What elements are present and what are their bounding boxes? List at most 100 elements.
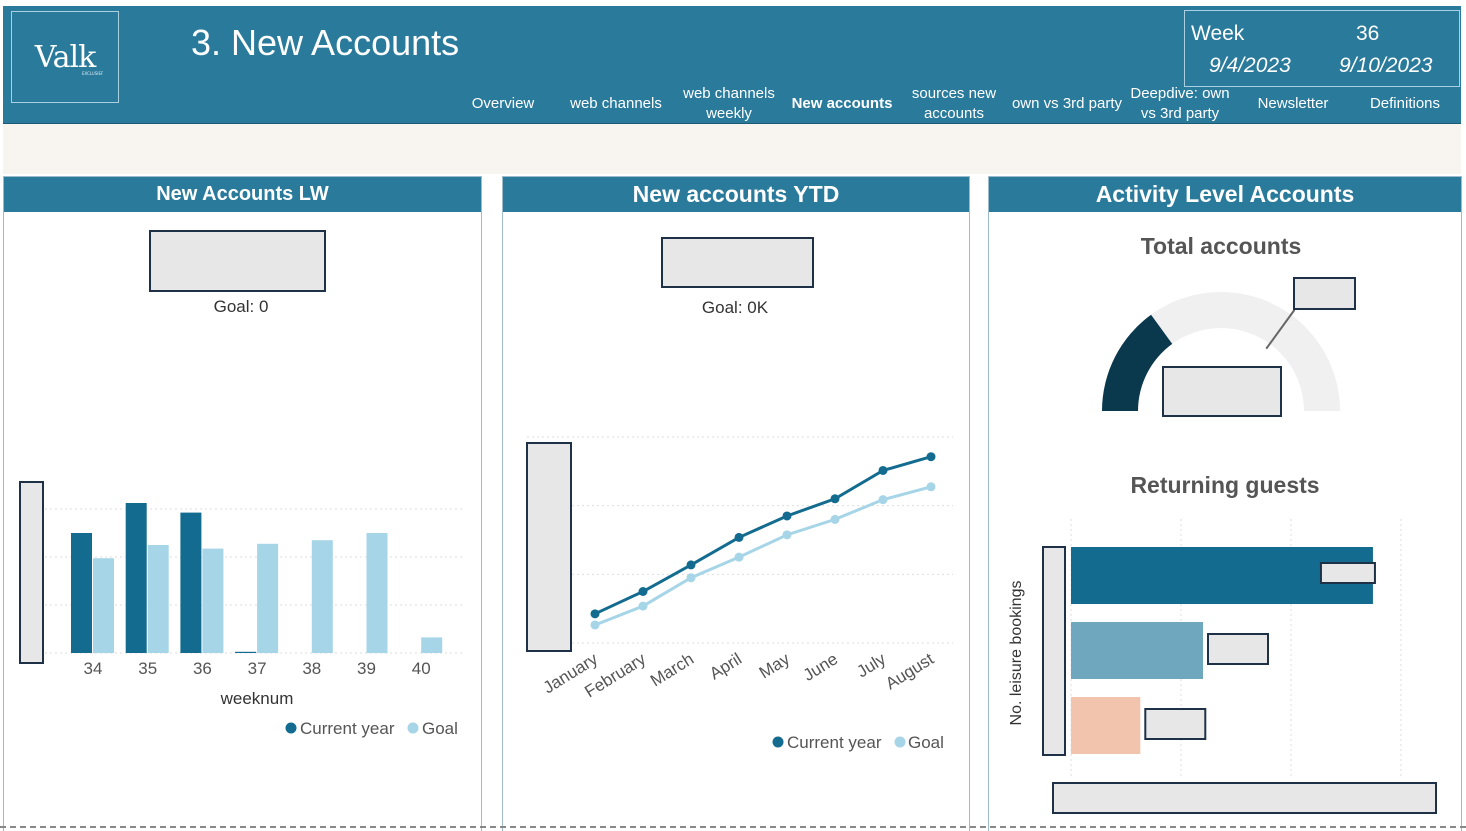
ytd-data-point bbox=[686, 573, 696, 583]
ytd-tick-label: March bbox=[647, 649, 697, 690]
ret-bar-value-card bbox=[1207, 633, 1269, 665]
ytd-data-point bbox=[686, 560, 696, 570]
lw-tick-label: 39 bbox=[357, 659, 376, 678]
ytd-data-point bbox=[878, 495, 888, 505]
lw-tick-label: 34 bbox=[84, 659, 103, 678]
nav-overview[interactable]: Overview bbox=[471, 95, 535, 112]
ret-bar bbox=[1071, 697, 1141, 754]
lw-bar-goal bbox=[311, 540, 333, 653]
lw-bar-current bbox=[235, 651, 257, 653]
lw-bar-goal bbox=[366, 533, 388, 653]
week-end-date: 9/10/2023 bbox=[1339, 54, 1433, 77]
returning-guests-title: Returning guests bbox=[1130, 472, 1320, 498]
lw-bar-current bbox=[71, 533, 92, 653]
ytd-data-point bbox=[590, 620, 600, 630]
page-title: 3. New Accounts bbox=[191, 22, 460, 63]
kpi-card-ytd bbox=[661, 237, 814, 288]
lw-legend-goal-marker bbox=[407, 722, 419, 734]
header-bar: Valk EXCLUSIEF 3. New Accounts Overview … bbox=[3, 6, 1461, 124]
ret-bar-value-card bbox=[1144, 708, 1207, 740]
ytd-yaxis-card bbox=[526, 442, 572, 652]
lw-bar-chart: 34 35 36 37 38 39 40 weeknum Current year Goal bbox=[19, 481, 464, 738]
logo-subtext: EXCLUSIEF bbox=[82, 71, 104, 76]
nav-deepdive-own-vs-3rd-party[interactable]: Deepdive: own vs 3rd party bbox=[1130, 85, 1230, 122]
lw-bar-goal bbox=[421, 637, 443, 653]
lw-tick-label: 37 bbox=[248, 659, 267, 678]
nav-definitions[interactable]: Definitions bbox=[1369, 95, 1441, 112]
lw-bar-goal bbox=[147, 545, 169, 653]
ytd-legend-current-marker bbox=[772, 736, 784, 748]
lw-legend-goal-label: Goal bbox=[422, 719, 458, 738]
lw-tick-label: 40 bbox=[412, 659, 431, 678]
ret-bar bbox=[1071, 622, 1203, 679]
gauge-background-arc bbox=[1102, 292, 1340, 411]
lw-bar-goal bbox=[202, 548, 224, 653]
panel-new-accounts-lw: New Accounts LW Goal: 0 34 35 36 37 38 39 40 w… bbox=[3, 176, 482, 831]
lw-tick-label: 38 bbox=[302, 659, 321, 678]
ytd-tick-label: May bbox=[756, 649, 794, 682]
nav-sources-new-accounts[interactable]: sources new accounts bbox=[911, 85, 997, 122]
panel-title-ytd: New accounts YTD bbox=[503, 177, 969, 212]
lw-bar-goal bbox=[93, 558, 114, 653]
nav-own-vs-3rd-party[interactable]: own vs 3rd party bbox=[1011, 95, 1123, 112]
ytd-tick-label: June bbox=[800, 649, 841, 685]
ytd-data-point bbox=[830, 514, 840, 524]
logo-text: Valk bbox=[34, 39, 97, 75]
total-accounts-gauge bbox=[1102, 277, 1356, 417]
ytd-data-point bbox=[926, 452, 936, 462]
ytd-data-point bbox=[926, 482, 936, 492]
ytd-data-point bbox=[782, 530, 792, 540]
nav-new-accounts[interactable]: New accounts bbox=[791, 95, 893, 112]
kpi-card-lw bbox=[149, 230, 326, 292]
total-accounts-title: Total accounts bbox=[1140, 233, 1302, 259]
gauge-target-card bbox=[1293, 277, 1356, 310]
ytd-tick-label: August bbox=[882, 649, 937, 693]
panel-title-activity: Activity Level Accounts bbox=[989, 177, 1461, 212]
lw-tick-label: 35 bbox=[138, 659, 157, 678]
nav-newsletter[interactable]: Newsletter bbox=[1257, 95, 1329, 112]
week-label: Week bbox=[1191, 22, 1245, 45]
goal-text-lw: Goal: 0 bbox=[213, 297, 269, 316]
ret-yaxis-card bbox=[1042, 546, 1066, 756]
ytd-tick-label: April bbox=[706, 649, 745, 683]
ytd-series-line bbox=[594, 455, 932, 616]
ytd-data-point bbox=[590, 609, 600, 619]
ytd-data-point bbox=[782, 511, 792, 521]
spacer-band bbox=[3, 124, 1461, 174]
ytd-data-point bbox=[734, 552, 744, 562]
goal-text-ytd: Goal: 0K bbox=[701, 298, 769, 317]
ytd-series-line bbox=[594, 485, 932, 627]
bottom-border bbox=[0, 826, 1466, 828]
week-number: 36 bbox=[1356, 22, 1380, 45]
gauge-value-arc bbox=[1102, 314, 1173, 411]
returning-guests-bar-chart: No. leisure bookings bbox=[1008, 519, 1437, 814]
gauge-value-card bbox=[1162, 366, 1282, 417]
ytd-legend-current-label: Current year bbox=[787, 733, 882, 752]
lw-yaxis-card bbox=[19, 481, 44, 664]
panel-activity-level: Activity Level Accounts Total accounts R… bbox=[988, 176, 1462, 831]
lw-legend-current-label: Current year bbox=[300, 719, 395, 738]
ret-y-axis-label: No. leisure bookings bbox=[1008, 581, 1025, 726]
gauge-target-marker bbox=[1265, 309, 1296, 350]
lw-legend-current-marker bbox=[285, 722, 297, 734]
week-start-date: 9/4/2023 bbox=[1209, 54, 1291, 77]
nav-web-channels-weekly[interactable]: web channels weekly bbox=[683, 85, 775, 122]
ret-bar-value-card bbox=[1319, 562, 1376, 584]
ret-xaxis-card bbox=[1052, 782, 1437, 814]
ytd-data-point bbox=[638, 601, 648, 611]
lw-tick-label: 36 bbox=[193, 659, 212, 678]
ytd-data-point bbox=[734, 532, 744, 542]
valk-logo: Valk EXCLUSIEF bbox=[11, 11, 119, 103]
lw-bar-goal bbox=[257, 543, 279, 653]
ytd-data-point bbox=[878, 465, 888, 475]
lw-bar-current bbox=[180, 512, 202, 653]
lw-x-axis-label: weeknum bbox=[220, 689, 294, 708]
nav-web-channels[interactable]: web channels bbox=[570, 95, 662, 112]
week-selector[interactable]: Week 36 9/4/2023 9/10/2023 bbox=[1184, 10, 1460, 87]
lw-bar-current bbox=[125, 503, 147, 653]
panel-title-lw: New Accounts LW bbox=[4, 177, 481, 212]
ytd-legend-goal-marker bbox=[894, 736, 906, 748]
ytd-data-point bbox=[830, 494, 840, 504]
panel-new-accounts-ytd: New accounts YTD Goal: 0K January Februar… bbox=[502, 176, 970, 831]
